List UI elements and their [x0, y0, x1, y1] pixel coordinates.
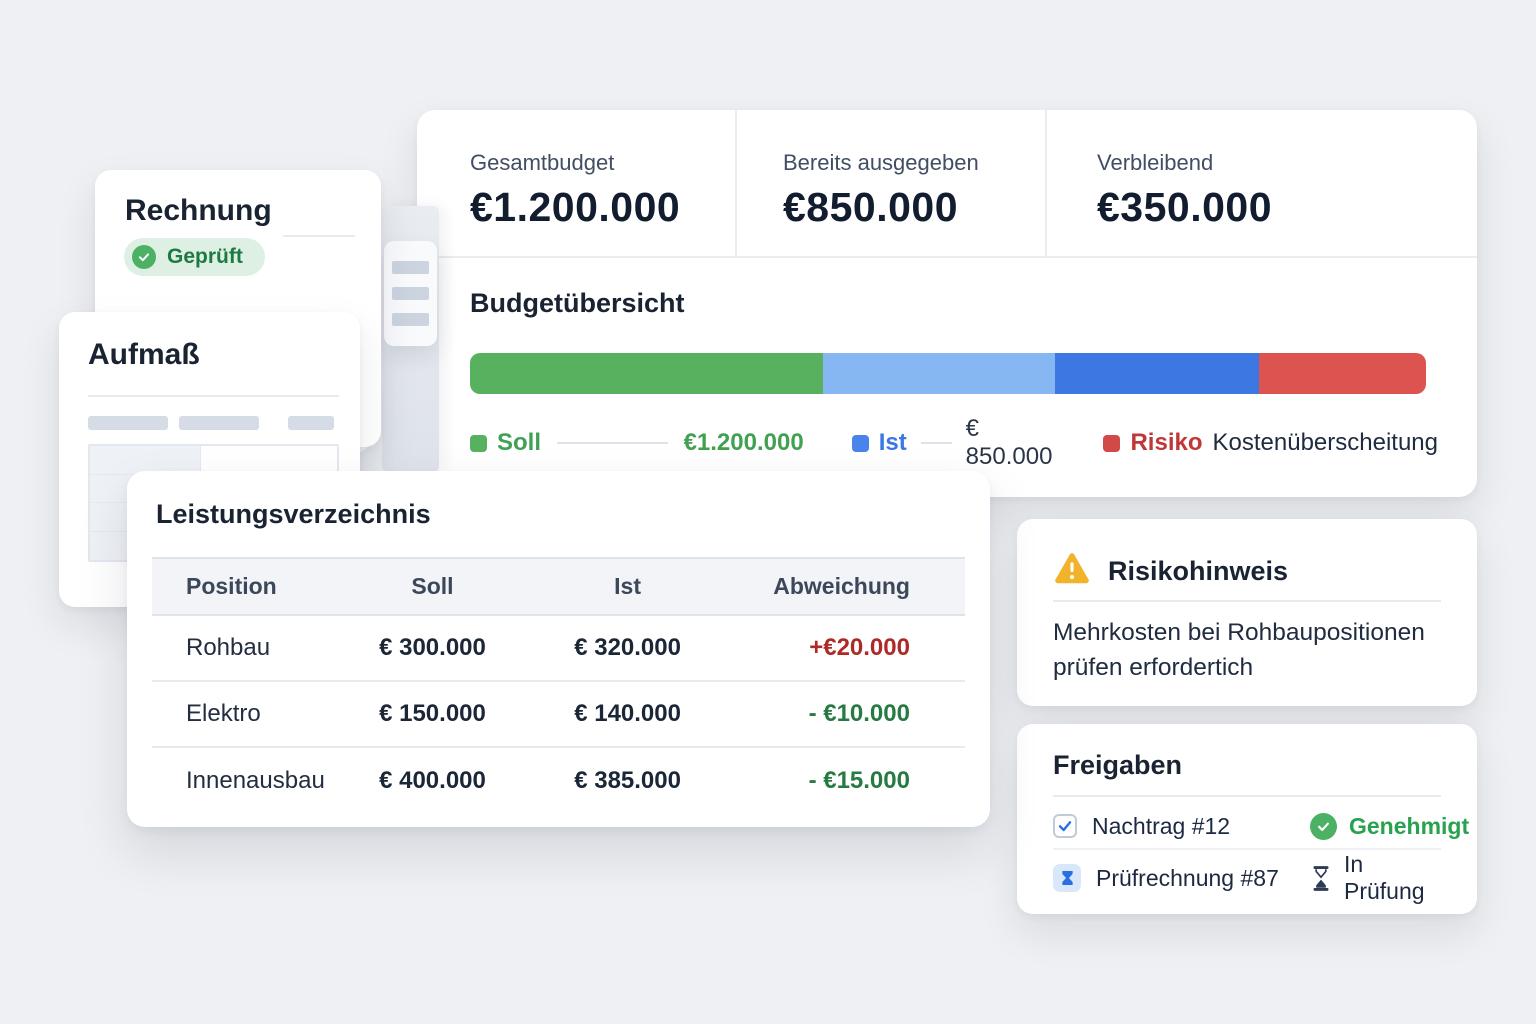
risiko-swatch-icon	[1103, 434, 1121, 452]
hourglass-icon	[1310, 865, 1332, 892]
legend-item-risiko: Risiko Kostenüberscheitung	[1103, 429, 1438, 457]
legend-leader-line	[920, 442, 952, 444]
soll-swatch-icon	[470, 434, 487, 452]
bar-segment-soll	[470, 353, 823, 394]
bar-segment-risiko	[1258, 353, 1426, 394]
stat-value: €1.200.000	[470, 184, 681, 230]
lv-title: Leistungsverzeichnis	[156, 499, 431, 529]
risk-header: Risikohinweis	[1053, 552, 1288, 591]
cell-position: Elektro	[186, 700, 261, 727]
stat-label: Verbleibend	[1097, 150, 1214, 175]
bar-segment-ist-light	[822, 353, 1056, 394]
stat-value: €850.000	[783, 184, 959, 230]
table-row-innenausbau: Innenausbau € 400.000 € 385.000 - €15.00…	[152, 748, 965, 814]
table-row-rohbau: Rohbau € 300.000 € 320.000 +€20.000	[152, 616, 965, 682]
legend-value: € 850.000	[965, 415, 1053, 470]
column-header-soll: Soll	[411, 573, 454, 599]
legend-label: Ist	[878, 429, 907, 456]
divider	[1053, 848, 1441, 850]
bar-segment-ist-dark	[1055, 353, 1259, 394]
aufmass-title: Aufmaß	[88, 338, 200, 371]
status-label: Genehmigt	[1349, 812, 1470, 839]
column-header-position: Position	[186, 573, 277, 599]
risk-message: Mehrkosten bei Rohbaupositionen prüfen e…	[1053, 619, 1425, 681]
budget-bar	[470, 353, 1426, 394]
skeleton-chip-row	[88, 416, 339, 430]
skeleton-line	[392, 313, 429, 326]
cell-position: Rohbau	[186, 634, 271, 661]
stat-label: Gesamtbudget	[470, 150, 615, 175]
check-circle-icon	[132, 245, 156, 269]
risikohinweis-card: Risikohinweis Mehrkosten bei Rohbauposit…	[1017, 519, 1477, 706]
divider	[88, 395, 339, 397]
cell-ist: € 140.000	[574, 700, 681, 727]
cell-soll: € 400.000	[379, 767, 486, 794]
risk-title: Risikohinweis	[1108, 556, 1289, 586]
freigaben-card: Freigaben Nachtrag #12 Genehmigt Prüfrec…	[1017, 724, 1477, 914]
cell-ist: € 385.000	[574, 767, 681, 794]
legend-label: Risiko	[1130, 429, 1203, 456]
divider	[1053, 600, 1441, 602]
check-circle-icon	[1310, 812, 1337, 840]
stat-label: Bereits ausgegeben	[783, 150, 979, 175]
cell-position: Innenausbau	[186, 767, 325, 794]
skeleton-chip	[179, 416, 259, 430]
lv-table: Position Soll Ist Abweichung Rohbau € 30…	[152, 557, 965, 814]
stat-bereits-ausgegeben: Bereits ausgegeben €850.000	[735, 110, 1045, 256]
approval-label: Prüfrechnung #87	[1096, 864, 1279, 891]
legend-value: €1.200.000	[683, 429, 804, 456]
legend-note: Kostenüberscheitung	[1212, 429, 1439, 456]
approval-row-nachtrag: Nachtrag #12 Genehmigt	[1053, 804, 1469, 848]
badge-label: Geprüft	[167, 245, 243, 268]
document-thumbnail-card	[384, 241, 437, 346]
approval-status-genehmigt: Genehmigt	[1310, 812, 1470, 840]
table-row-elektro: Elektro € 150.000 € 140.000 - €10.000	[152, 682, 965, 748]
legend-item-ist: Ist € 850.000	[851, 415, 1058, 471]
ist-swatch-icon	[851, 434, 869, 452]
stats-row: Gesamtbudget €1.200.000 Bereits ausgegeb…	[417, 110, 1477, 258]
budget-overview-title: Budgetübersicht	[470, 288, 685, 318]
lv-header-row: Position Soll Ist Abweichung	[152, 557, 965, 616]
cell-soll: € 300.000	[379, 634, 486, 661]
leistungsverzeichnis-card: Leistungsverzeichnis Position Soll Ist A…	[127, 471, 990, 827]
stat-verbleibend: Verbleibend €350.000	[1045, 110, 1477, 256]
budget-legend: Soll €1.200.000 Ist € 850.000 Risiko Kos…	[470, 415, 1438, 471]
approval-label: Nachtrag #12	[1092, 812, 1231, 839]
nachtrag-checkbox[interactable]	[1053, 814, 1077, 838]
freigaben-title: Freigaben	[1053, 750, 1183, 780]
column-header-abweichung: Abweichung	[773, 573, 910, 599]
legend-item-soll: Soll €1.200.000	[470, 429, 804, 457]
skeleton-line	[392, 261, 429, 274]
status-badge-geprueft: Geprüft	[124, 238, 265, 276]
status-label: In Prüfung	[1344, 851, 1425, 904]
stat-gesamtbudget: Gesamtbudget €1.200.000	[417, 110, 735, 256]
legend-leader-line	[557, 442, 668, 444]
skeleton-chip	[288, 416, 334, 430]
budget-dashboard-card: Gesamtbudget €1.200.000 Bereits ausgegeb…	[417, 110, 1477, 497]
cell-abweichung: +€20.000	[809, 634, 910, 661]
rechnung-title: Rechnung	[125, 194, 272, 227]
skeleton-chip	[88, 416, 168, 430]
legend-label: Soll	[497, 429, 542, 456]
skeleton-line	[392, 287, 429, 300]
cell-abweichung: - €10.000	[808, 700, 910, 727]
cell-soll: € 150.000	[379, 700, 486, 727]
skeleton-cell	[90, 446, 202, 474]
approval-status-in-pruefung: In Prüfung	[1310, 851, 1441, 905]
skeleton-line	[283, 235, 355, 237]
column-header-ist: Ist	[614, 573, 642, 599]
cell-abweichung: - €15.000	[808, 767, 910, 794]
cell-ist: € 320.000	[574, 634, 681, 661]
hourglass-chip-icon	[1053, 864, 1081, 892]
divider	[1053, 795, 1441, 797]
approval-row-pruefrechnung: Prüfrechnung #87 In Prüfung	[1053, 851, 1441, 904]
warning-triangle-icon	[1053, 552, 1091, 591]
stat-value: €350.000	[1097, 184, 1273, 230]
